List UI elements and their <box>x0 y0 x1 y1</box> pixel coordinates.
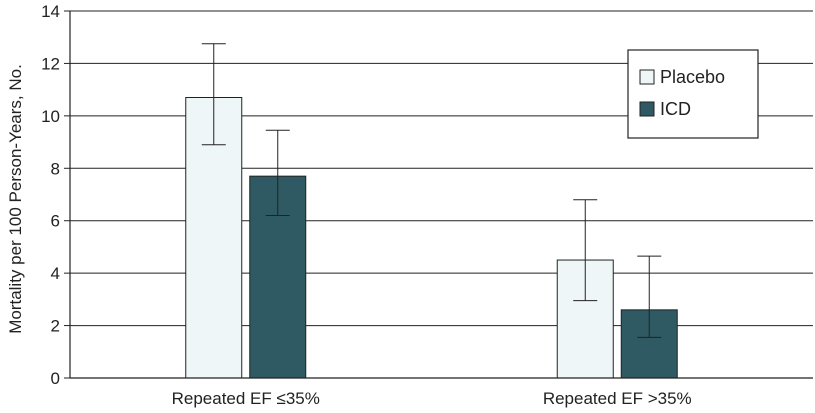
category-label: Repeated EF >35% <box>543 389 692 408</box>
legend-swatch-icd <box>639 101 655 117</box>
y-tick-label: 0 <box>51 369 60 388</box>
y-tick-label: 6 <box>51 212 60 231</box>
error-bars <box>201 43 662 338</box>
bars <box>185 97 678 379</box>
legend-box <box>627 49 759 139</box>
y-tick-label: 8 <box>51 159 60 178</box>
y-tick-label: 14 <box>41 2 60 21</box>
y-axis-title: Mortality per 100 Person-Years, No. <box>6 64 25 334</box>
y-tick-label: 12 <box>41 54 60 73</box>
legend-label-placebo: Placebo <box>660 67 725 87</box>
legend-swatch-placebo <box>639 69 655 85</box>
y-axis-ticks: 0 2 4 6 8 10 12 14 <box>41 2 70 388</box>
category-labels: Repeated EF ≤35% Repeated EF >35% <box>172 389 692 408</box>
y-tick-label: 4 <box>51 264 60 283</box>
y-tick-label: 2 <box>51 317 60 336</box>
category-label: Repeated EF ≤35% <box>172 389 320 408</box>
legend: Placebo ICD <box>627 49 759 139</box>
legend-label-icd: ICD <box>660 99 691 119</box>
y-tick-label: 10 <box>41 107 60 126</box>
